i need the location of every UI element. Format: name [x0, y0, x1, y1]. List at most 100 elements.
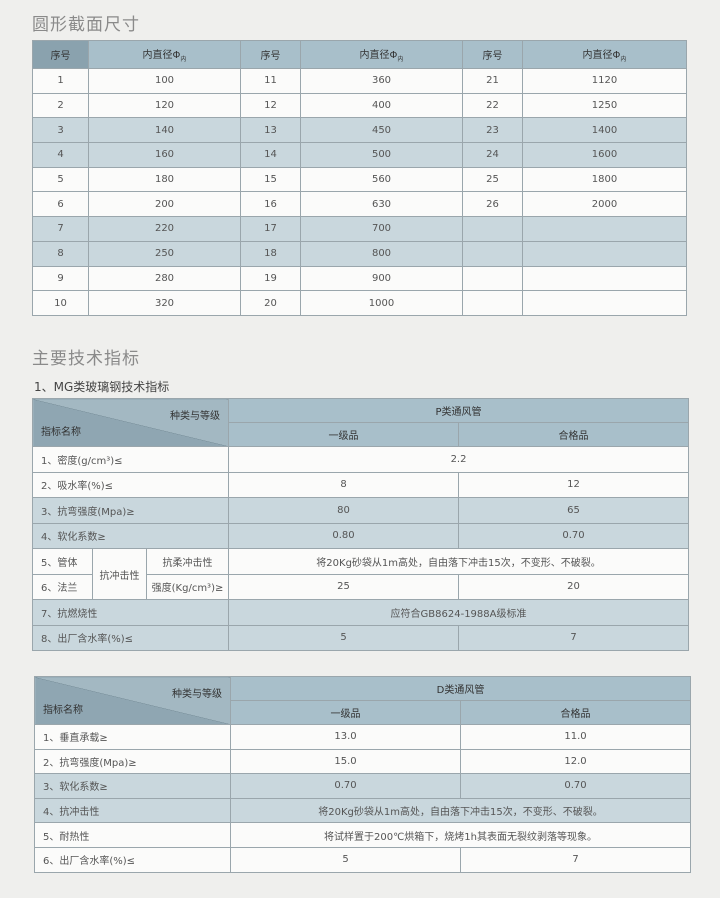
corner-header: 种类与等级 指标名称 [31, 398, 230, 447]
table-cell: 280 [88, 265, 241, 292]
grade1-value: 5 [228, 624, 460, 651]
table-cell [462, 240, 523, 267]
table-cell: 450 [300, 117, 463, 144]
table-cell: 2000 [522, 191, 687, 218]
table-cell: 180 [88, 166, 241, 193]
table-cell: 12 [240, 92, 301, 119]
table-row: 5、耐热性 将试样置于200℃烘箱下，烧烤1h其表面无裂纹剥落等现象。 [34, 822, 692, 848]
table-cell [522, 265, 687, 292]
table-cell: 1400 [522, 117, 687, 144]
table-cell: 1250 [522, 92, 687, 119]
qualified-value: 20 [458, 573, 690, 600]
table-row: 3、抗弯强度(Mpa)≥ 80 65 [31, 497, 690, 524]
corner-bottom-label: 指标名称 [41, 427, 81, 438]
table-cell: 25 [462, 166, 523, 193]
table-row: 5 180 15 560 25 1800 [32, 166, 687, 193]
merged-value: 2.2 [228, 446, 690, 473]
table-row: 6、出厂含水率(%)≤ 5 7 [34, 846, 692, 873]
column-header-subscript: 内 [397, 56, 404, 63]
table-row: 6、法兰 强度(Kg/cm³)≥ 25 20 [32, 573, 690, 600]
table-row: 8 250 18 800 [32, 240, 687, 267]
indicator-name: 3、抗弯强度(Mpa)≥ [31, 497, 230, 524]
table-cell: 7 [32, 216, 89, 242]
table-cell: 1600 [522, 142, 687, 168]
table-cell: 23 [462, 117, 523, 144]
merged-value: 将试样置于200℃烘箱下，烧烤1h其表面无裂纹剥落等现象。 [229, 822, 692, 848]
table-cell [462, 216, 523, 242]
grade1-value: 15.0 [230, 748, 461, 775]
section-title-tech-indicators: 主要技术指标 [32, 349, 140, 369]
table-cell: 16 [240, 191, 301, 218]
table-cell: 2 [32, 92, 89, 119]
corner-top-label: 种类与等级 [172, 689, 222, 700]
column-header: 序号 [32, 40, 89, 69]
indicator-name: 4、抗冲击性 [34, 797, 231, 824]
indicator-name: 1、垂直承载≥ [34, 724, 231, 750]
indicator-name: 4、软化系数≥ [31, 522, 230, 549]
group-header: P类通风管 [228, 398, 690, 423]
table-cell: 500 [300, 142, 463, 168]
column-header: 序号 [462, 40, 523, 69]
table-cell: 14 [240, 142, 301, 168]
table-cell: 140 [88, 117, 241, 144]
grade-header: 合格品 [458, 422, 690, 447]
header-row: 种类与等级 指标名称 D类通风管 [34, 676, 692, 725]
table-row: 4、软化系数≥ 0.80 0.70 [31, 522, 690, 549]
header-row: 一级品 合格品 [35, 700, 692, 725]
column-header-label: 序号 [482, 51, 503, 62]
p-duct-spec-table: 种类与等级 指标名称 P类通风管 一级品 合格品 1、密度(g/cm³)≤ 2.2 2、吸水率… [31, 398, 690, 651]
d-duct-spec-table: 种类与等级 指标名称 D类通风管 一级品 合格品 1、垂直承载≥ 13.0 11.0 2、抗弯强… [34, 676, 692, 873]
indicator-sub: 抗柔冲击性 [145, 548, 230, 575]
table-cell: 160 [88, 142, 241, 168]
subsection-title-mg: 1、MG类玻璃钢技术指标 [34, 380, 170, 394]
qualified-value: 7 [458, 624, 690, 651]
table-row: 5、管体 抗冲击性 抗柔冲击性 将20Kg砂袋从1m高处，自由落下冲击15次，不变形、… [32, 548, 690, 600]
table-cell: 17 [240, 216, 301, 242]
table-row: 7 220 17 700 [32, 216, 687, 242]
table-cell [522, 216, 687, 242]
table-cell: 24 [462, 142, 523, 168]
table-row: 7、抗燃烧性 应符合GB8624-1988A级标准 [31, 599, 690, 626]
table-cell: 700 [300, 216, 463, 242]
indicator-name: 7、抗燃烧性 [31, 599, 230, 626]
qualified-value: 12.0 [459, 748, 692, 775]
column-header-label: 序号 [260, 51, 281, 62]
header-row: 种类与等级 指标名称 P类通风管 [31, 398, 690, 447]
table-row: 2 120 12 400 22 1250 [32, 92, 687, 119]
table-cell: 250 [88, 240, 241, 267]
table-cell: 1120 [522, 68, 687, 94]
table-row: 6 200 16 630 26 2000 [32, 191, 687, 218]
qualified-value: 12 [458, 471, 690, 498]
grade1-value: 8 [228, 471, 460, 498]
table-cell: 320 [88, 290, 241, 316]
column-header: 内直径Φ内 [300, 40, 463, 69]
table-cell: 5 [32, 166, 89, 193]
table-row: 2、抗弯强度(Mpa)≥ 15.0 12.0 [34, 748, 692, 775]
section-title-circular-sizes: 圆形截面尺寸 [32, 15, 140, 35]
table-row: 2、吸水率(%)≤ 8 12 [31, 471, 690, 498]
table-row: 10 320 20 1000 [32, 290, 687, 316]
table-cell: 6 [32, 191, 89, 218]
table-row: 1 100 11 360 21 1120 [32, 68, 687, 94]
grade-header: 一级品 [230, 700, 461, 725]
corner-bottom-label: 指标名称 [43, 705, 83, 716]
table-cell: 10 [32, 290, 89, 316]
table-row: 9 280 19 900 [32, 265, 687, 292]
table-cell: 13 [240, 117, 301, 144]
qualified-value: 65 [458, 497, 690, 524]
qualified-value: 0.70 [459, 773, 692, 799]
grade1-value: 0.70 [230, 773, 461, 799]
indicator-name: 8、出厂含水率(%)≤ [31, 624, 230, 651]
table-cell: 630 [300, 191, 463, 218]
qualified-value: 0.70 [458, 522, 690, 549]
table-cell: 1800 [522, 166, 687, 193]
column-header-label: 内直径Φ [582, 50, 621, 61]
table-row: 8、出厂含水率(%)≤ 5 7 [31, 624, 690, 651]
table-row: 3 140 13 450 23 1400 [32, 117, 687, 144]
indicator-name: 5、管体 [32, 548, 93, 575]
table-cell: 200 [88, 191, 241, 218]
indicator-name: 1、密度(g/cm³)≤ [31, 446, 230, 473]
table-cell: 21 [462, 68, 523, 94]
merged-value: 将20Kg砂袋从1m高处，自由落下冲击15次，不变形、不破裂。 [228, 548, 690, 575]
indicator-sub: 强度(Kg/cm³)≥ [145, 573, 230, 600]
